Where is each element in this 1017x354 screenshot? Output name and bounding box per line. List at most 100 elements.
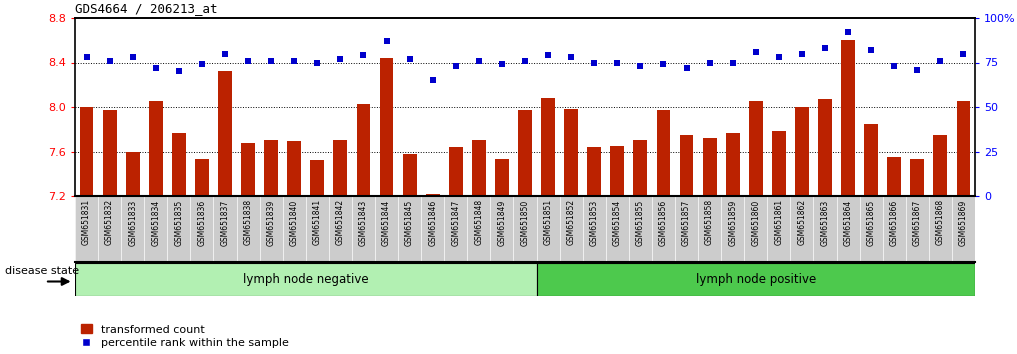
Bar bbox=[703, 138, 717, 196]
Point bbox=[217, 51, 233, 56]
Text: GSM651842: GSM651842 bbox=[336, 199, 345, 245]
Text: GSM651844: GSM651844 bbox=[382, 199, 392, 246]
Text: GSM651866: GSM651866 bbox=[890, 199, 899, 246]
Text: GSM651836: GSM651836 bbox=[197, 199, 206, 246]
Bar bbox=[610, 146, 624, 196]
Text: GSM651846: GSM651846 bbox=[428, 199, 437, 246]
Point bbox=[286, 58, 302, 64]
Point bbox=[240, 58, 256, 64]
Text: GSM651858: GSM651858 bbox=[705, 199, 714, 245]
Point bbox=[494, 62, 511, 67]
Bar bbox=[634, 141, 647, 196]
Text: GSM651860: GSM651860 bbox=[752, 199, 761, 246]
Bar bbox=[403, 154, 417, 196]
Bar bbox=[679, 135, 694, 196]
Point bbox=[886, 63, 902, 69]
Point bbox=[724, 60, 740, 65]
Text: GSM651832: GSM651832 bbox=[105, 199, 114, 245]
Text: GSM651837: GSM651837 bbox=[221, 199, 230, 246]
Text: GSM651854: GSM651854 bbox=[613, 199, 621, 246]
Text: GSM651851: GSM651851 bbox=[543, 199, 552, 245]
Bar bbox=[910, 159, 924, 196]
Point bbox=[933, 58, 949, 64]
Bar bbox=[448, 147, 463, 196]
Bar bbox=[379, 58, 394, 196]
Bar bbox=[795, 107, 809, 196]
Bar bbox=[241, 143, 255, 196]
Bar bbox=[841, 40, 855, 196]
Bar bbox=[537, 263, 975, 296]
Point bbox=[333, 56, 349, 62]
Text: GSM651831: GSM651831 bbox=[82, 199, 92, 245]
Text: GSM651848: GSM651848 bbox=[474, 199, 483, 245]
Bar bbox=[749, 102, 763, 196]
Point bbox=[609, 60, 625, 65]
Point bbox=[863, 47, 880, 53]
Text: GSM651843: GSM651843 bbox=[359, 199, 368, 246]
Bar bbox=[264, 141, 278, 196]
Point bbox=[540, 52, 556, 58]
Text: GSM651839: GSM651839 bbox=[266, 199, 276, 246]
Text: GSM651850: GSM651850 bbox=[521, 199, 530, 246]
Text: GSM651862: GSM651862 bbox=[797, 199, 806, 245]
Bar bbox=[541, 98, 555, 196]
Text: GSM651863: GSM651863 bbox=[821, 199, 830, 246]
Bar bbox=[334, 141, 348, 196]
Bar bbox=[726, 133, 739, 196]
Text: GSM651840: GSM651840 bbox=[290, 199, 299, 246]
Point bbox=[102, 58, 118, 64]
Point bbox=[817, 45, 833, 51]
Text: GSM651869: GSM651869 bbox=[959, 199, 968, 246]
Bar bbox=[818, 99, 832, 196]
Text: GSM651845: GSM651845 bbox=[405, 199, 414, 246]
Bar bbox=[587, 147, 601, 196]
Bar bbox=[218, 72, 232, 196]
Bar bbox=[172, 133, 186, 196]
Point bbox=[517, 58, 533, 64]
Text: GSM651867: GSM651867 bbox=[913, 199, 921, 246]
Point bbox=[702, 60, 718, 65]
Point bbox=[955, 51, 971, 56]
Point bbox=[771, 54, 787, 60]
Text: GSM651841: GSM651841 bbox=[313, 199, 321, 245]
Bar bbox=[126, 152, 139, 196]
Text: GSM651861: GSM651861 bbox=[774, 199, 783, 245]
Point bbox=[309, 60, 325, 65]
Point bbox=[378, 38, 395, 44]
Bar bbox=[148, 102, 163, 196]
Bar bbox=[103, 110, 117, 196]
Bar bbox=[357, 104, 370, 196]
Bar bbox=[518, 110, 532, 196]
Text: GSM651833: GSM651833 bbox=[128, 199, 137, 246]
Point bbox=[147, 65, 164, 71]
Point bbox=[402, 56, 418, 62]
Bar bbox=[887, 157, 901, 196]
Bar bbox=[495, 159, 508, 196]
Text: GSM651852: GSM651852 bbox=[566, 199, 576, 245]
Text: GSM651847: GSM651847 bbox=[452, 199, 461, 246]
Bar bbox=[934, 135, 947, 196]
Text: GSM651855: GSM651855 bbox=[636, 199, 645, 246]
Bar bbox=[195, 159, 208, 196]
Point bbox=[447, 63, 464, 69]
Point bbox=[678, 65, 695, 71]
Text: disease state: disease state bbox=[5, 266, 79, 276]
Bar bbox=[472, 141, 486, 196]
Bar bbox=[772, 131, 786, 196]
Text: GSM651856: GSM651856 bbox=[659, 199, 668, 246]
Point bbox=[909, 67, 925, 73]
Bar bbox=[426, 194, 439, 196]
Point bbox=[471, 58, 487, 64]
Point bbox=[747, 49, 764, 55]
Point bbox=[194, 62, 211, 67]
Bar bbox=[75, 263, 537, 296]
Text: lymph node positive: lymph node positive bbox=[696, 273, 816, 286]
Text: GSM651868: GSM651868 bbox=[936, 199, 945, 245]
Bar bbox=[79, 107, 94, 196]
Text: GDS4664 / 206213_at: GDS4664 / 206213_at bbox=[75, 2, 218, 15]
Bar bbox=[310, 160, 324, 196]
Point bbox=[794, 51, 811, 56]
Text: lymph node negative: lymph node negative bbox=[243, 273, 368, 286]
Point bbox=[840, 29, 856, 35]
Text: GSM651853: GSM651853 bbox=[590, 199, 599, 246]
